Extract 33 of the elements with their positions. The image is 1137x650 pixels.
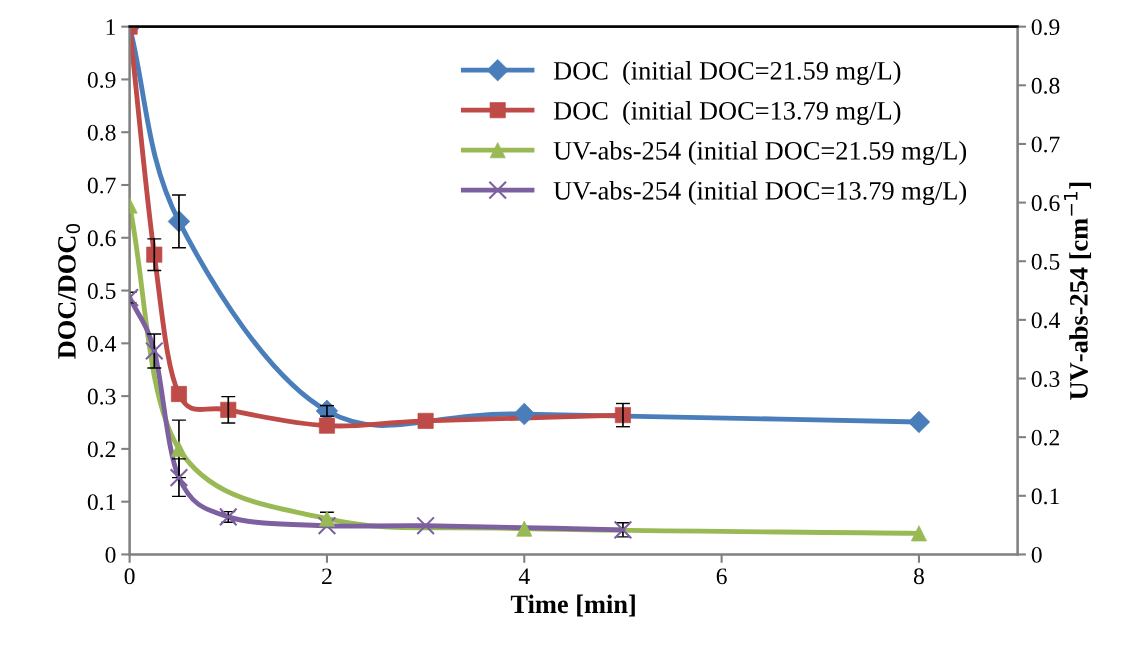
y2-tick-label: 0.3 — [1031, 371, 1060, 388]
x-tick-label: 8 — [913, 568, 924, 585]
y-axis-title: DOC/DOC$_{0}$ — [58, 223, 81, 359]
y2-tick-label: 0.9 — [1031, 19, 1060, 36]
y-tick-label: 0.8 — [87, 124, 116, 141]
y2-tick-label: 0.8 — [1031, 77, 1060, 94]
y-tick-label: 0.4 — [87, 335, 117, 352]
y2-tick-label: 0.5 — [1031, 253, 1060, 270]
legend-label: UV-abs-254 (initial DOC=13.79 mg/L) — [553, 181, 967, 206]
legend-label: DOC (initial DOC=13.79 mg/L) — [553, 101, 901, 126]
y2-tick-label: 0 — [1031, 546, 1042, 563]
y-tick-label: 0.9 — [87, 71, 116, 88]
y-tick-label: 0.5 — [87, 283, 116, 300]
y2-tick-label: 0.6 — [1031, 195, 1060, 212]
y2-tick-label: 0.4 — [1031, 312, 1060, 329]
y-tick-label: 0.2 — [87, 441, 116, 458]
y-tick-label: 0 — [105, 546, 116, 563]
x-tick-label: 0 — [124, 568, 135, 585]
y-tick-label: 0.3 — [87, 388, 116, 405]
legend-label: UV-abs-254 (initial DOC=21.59 mg/L) — [553, 141, 967, 166]
y-tick-label: 0.1 — [87, 494, 116, 511]
x-tick-label: 4 — [518, 568, 530, 585]
x-tick-label: 2 — [322, 568, 332, 585]
legend-label: DOC (initial DOC=21.59 mg/L) — [553, 61, 901, 86]
y2-tick-label: 0.7 — [1031, 136, 1060, 153]
y2-tick-label: 0.2 — [1031, 429, 1060, 446]
x-axis-title: Time [min] — [510, 594, 635, 617]
y2-axis-title: UV-abs-254 [cm$^{−1}$] — [1063, 182, 1092, 400]
y-tick-label: 0.6 — [87, 230, 116, 247]
y-tick-label: 0.7 — [87, 177, 116, 194]
x-tick-label: 6 — [716, 568, 727, 585]
y-tick-label: 1 — [106, 19, 116, 35]
y2-tick-label: 0.1 — [1031, 488, 1059, 505]
